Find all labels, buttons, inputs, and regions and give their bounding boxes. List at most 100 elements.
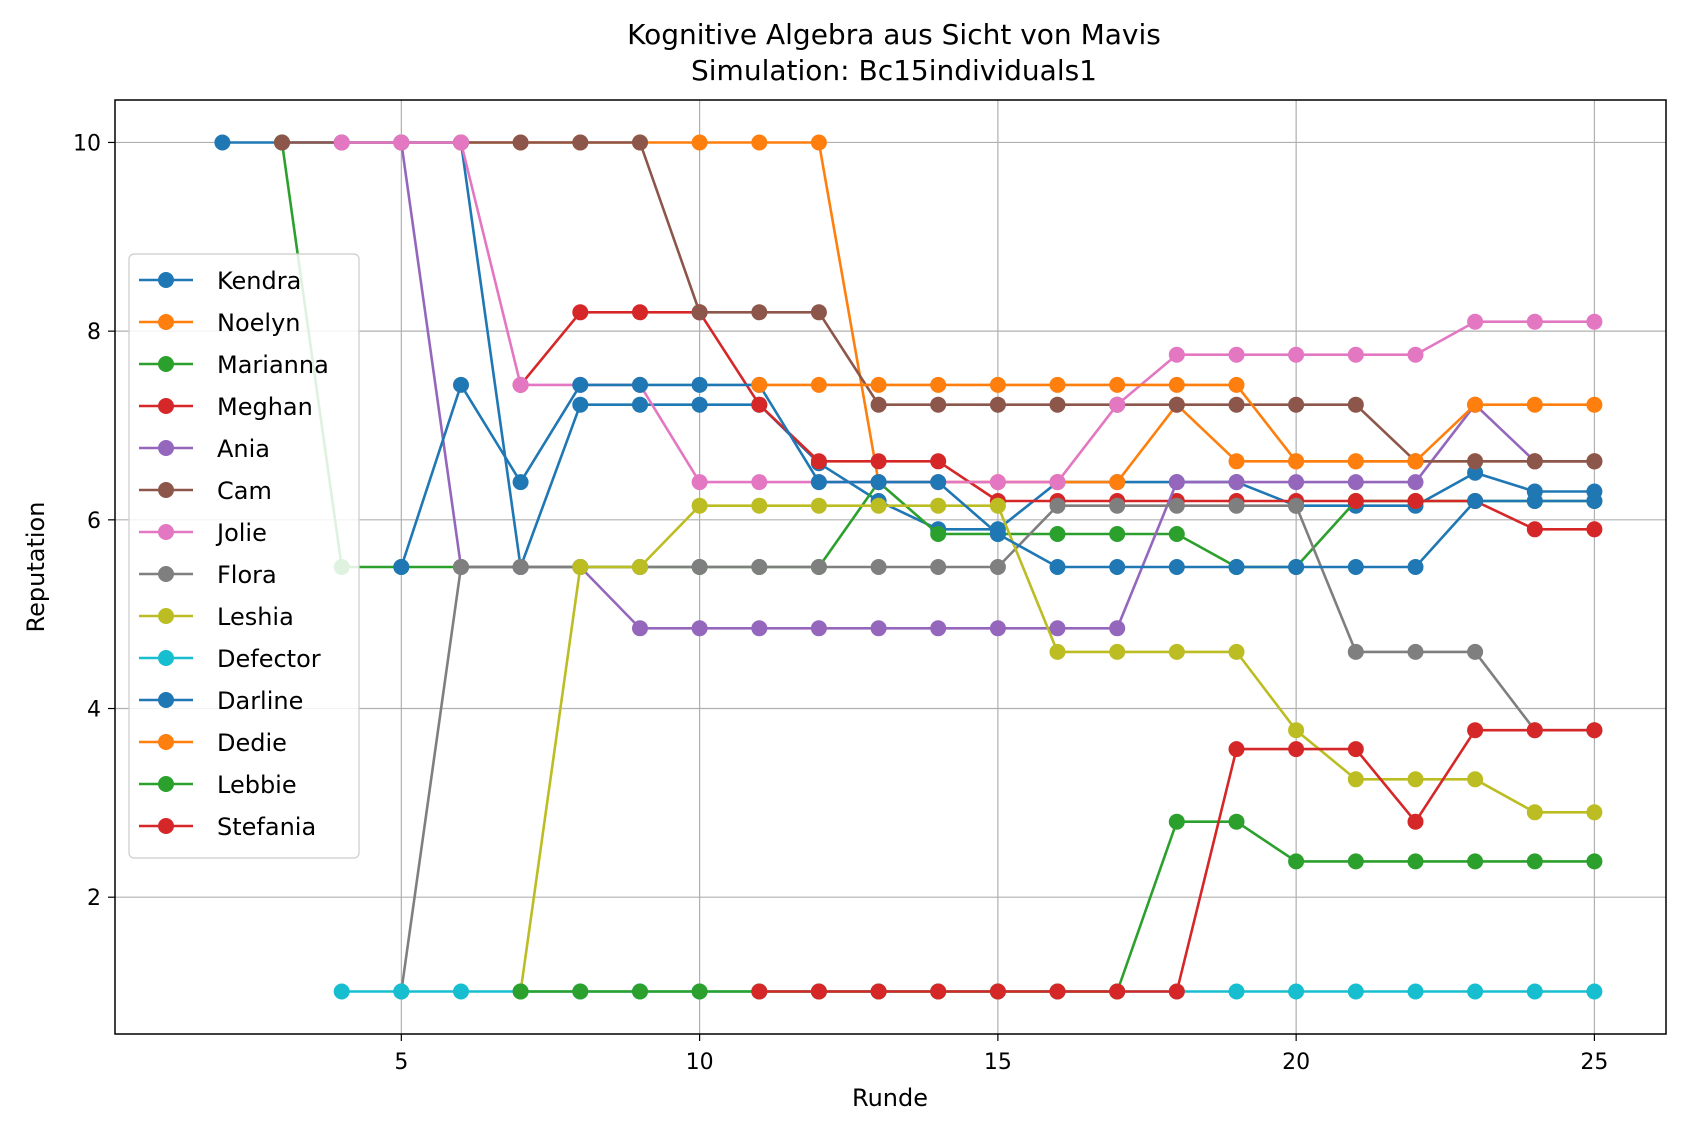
data-point [870,474,887,491]
data-point [333,983,350,1000]
data-point [333,134,350,151]
data-point [1467,983,1484,1000]
legend-label: Jolie [215,519,267,547]
data-point [1168,474,1185,491]
data-point [810,559,827,575]
data-point [274,134,290,151]
data-point [691,983,708,1000]
y-tick-label: 4 [87,698,101,723]
data-point [1168,643,1185,660]
data-point [989,376,1006,393]
data-point [1347,983,1364,1000]
data-point [1049,497,1066,514]
legend-label: Kendra [217,267,301,295]
data-point [1288,497,1305,514]
data-point [1467,771,1484,788]
data-point [989,497,1006,514]
data-point [1228,741,1245,758]
data-point [1049,983,1066,1000]
data-point [1467,396,1484,413]
data-point [1526,983,1543,1000]
data-point [930,396,947,413]
data-point [870,376,887,393]
data-point [870,396,887,413]
data-point [1168,376,1185,393]
data-point [1347,493,1364,509]
data-point [1228,376,1245,393]
data-point [1347,396,1364,413]
data-point [810,474,827,491]
x-tick-label: 15 [984,1050,1012,1075]
legend-box [128,253,360,859]
data-point [1407,453,1424,470]
data-point [632,396,648,413]
data-point [1049,526,1066,542]
data-point [1526,493,1543,509]
data-point [393,134,410,151]
data-point [1288,559,1305,575]
data-point [1228,559,1245,575]
data-point [1407,983,1424,1000]
data-point [1347,346,1364,363]
data-point [1467,313,1484,330]
data-point [751,983,768,1000]
data-point [393,983,410,1000]
data-point [691,497,708,514]
legend-label: Dedie [217,729,287,757]
data-point [1049,376,1066,393]
data-point [453,376,469,393]
x-axis-label: Runde [852,1084,928,1112]
data-point [1288,853,1305,870]
data-point [632,620,648,637]
data-point [810,983,827,1000]
data-point [1049,396,1066,413]
legend-marker [158,566,174,582]
series-line [341,141,1595,484]
data-point [1586,453,1603,470]
data-point [1347,771,1364,788]
legend-label: Meghan [217,393,313,421]
series-cam [274,134,1603,470]
data-point [1168,346,1185,363]
data-point [512,983,529,1000]
data-point [1586,853,1603,870]
data-point [1407,643,1424,660]
data-point [1288,396,1305,413]
data-point [1049,620,1066,637]
data-point [1347,643,1364,660]
data-point [930,559,947,575]
legend-label: Noelyn [217,309,300,337]
data-point [1168,396,1185,413]
data-point [1109,396,1126,413]
data-point [1228,396,1245,413]
legend-marker [158,608,174,624]
legend: Kendra Noelyn Marianna Meghan Ania Cam Jolie Fl… [128,253,360,859]
data-point [1347,559,1364,575]
data-point [751,474,768,491]
legend-label: Leshia [217,603,294,631]
data-point [1168,983,1185,1000]
data-point [1586,983,1603,1000]
data-point [989,396,1006,413]
data-point [930,983,947,1000]
data-point [870,983,887,1000]
data-point [930,453,947,470]
data-point [1347,453,1364,470]
data-point [1347,741,1364,758]
data-point [691,134,708,151]
data-point [1049,643,1066,660]
data-point [751,620,768,637]
data-point [691,620,708,637]
legend-label: Flora [217,561,277,589]
data-point [691,474,708,491]
data-point [691,304,708,321]
data-point [1526,521,1543,538]
data-point [1049,474,1066,491]
data-point [632,559,648,575]
data-point [1109,983,1126,1000]
series-dedie [751,376,1603,470]
data-point [1228,983,1245,1000]
legend-marker [158,524,174,540]
data-point [1109,643,1126,660]
